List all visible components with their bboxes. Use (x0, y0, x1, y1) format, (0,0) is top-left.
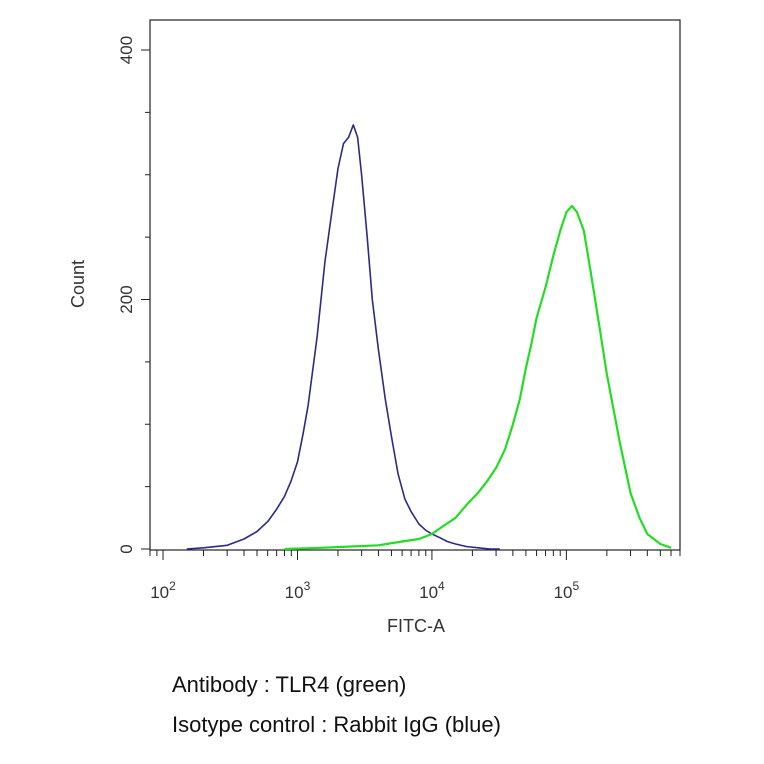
caption-antibody: Antibody : TLR4 (green) (172, 672, 407, 697)
y-tick-label: 200 (117, 285, 136, 313)
y-axis: 0 200 400 (117, 36, 150, 554)
x-tick-label: 102 (150, 579, 176, 602)
x-axis: 102 103 104 105 (149, 550, 681, 602)
y-tick-label: 0 (117, 544, 136, 553)
x-tick-label: 103 (285, 579, 311, 602)
tlr4-histogram-line (284, 204, 672, 551)
caption-isotype: Isotype control : Rabbit IgG (blue) (172, 712, 501, 737)
series-layer (186, 124, 672, 551)
y-tick-label: 400 (117, 36, 136, 64)
x-tick-label: 105 (554, 579, 580, 602)
x-axis-title: FITC-A (387, 616, 445, 636)
plot-frame (149, 19, 681, 551)
x-tick-label: 104 (419, 579, 445, 602)
isotype-histogram-line (186, 124, 500, 550)
y-axis-title: Count (68, 260, 88, 308)
plot-frame-border (149, 19, 681, 551)
histogram-chart: 0 200 400 102 103 104 105 FITC-A Count (68, 19, 681, 636)
